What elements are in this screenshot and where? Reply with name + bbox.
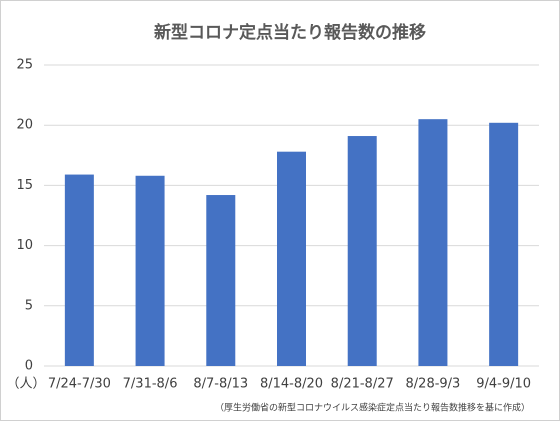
bar [347, 136, 377, 366]
y-tick-label: 20 [16, 118, 33, 133]
x-tick-label: 8/28-9/3 [406, 377, 461, 392]
y-unit-label: （人） [6, 377, 45, 392]
bar [206, 195, 236, 366]
bar [418, 119, 448, 367]
chart-title: 新型コロナ定点当たり報告数の推移 [154, 22, 426, 43]
y-tick-label: 10 [16, 238, 33, 253]
y-tick-label: 0 [25, 359, 33, 374]
bar [135, 175, 165, 366]
bar [277, 151, 306, 366]
bar [64, 174, 94, 366]
bar [489, 122, 519, 367]
x-tick-label: 9/4-9/10 [476, 377, 531, 392]
x-tick-label: 7/31-8/6 [123, 377, 178, 392]
source-note: （厚生労働省の新型コロナウイルス感染症定点当たり報告数推移を基に作成） [215, 402, 530, 414]
x-tick-label: 8/14-8/20 [260, 377, 323, 392]
y-tick-label: 5 [25, 298, 33, 313]
x-tick-label: 8/7-8/13 [193, 377, 248, 392]
x-tick-label: 8/21-8/27 [331, 377, 394, 392]
y-tick-label: 15 [16, 178, 33, 193]
y-tick-label: 25 [16, 58, 33, 73]
x-tick-label: 7/24-7/30 [48, 377, 111, 392]
